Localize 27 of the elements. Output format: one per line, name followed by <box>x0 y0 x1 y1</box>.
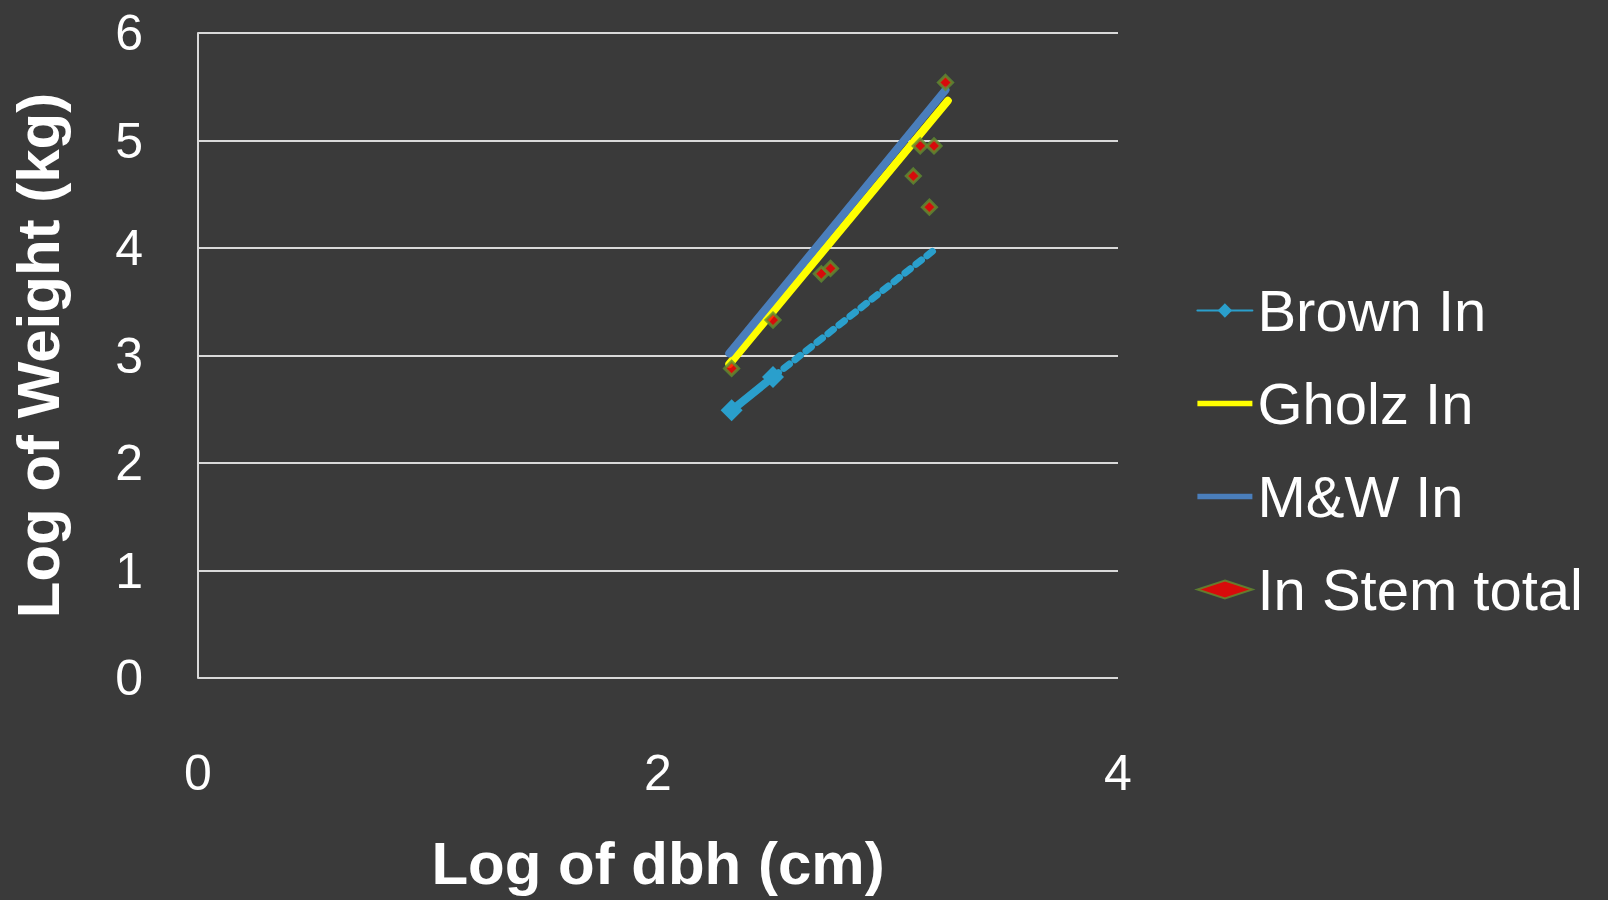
point <box>764 311 782 329</box>
point <box>937 73 954 91</box>
y-tick-label: 6 <box>115 5 143 61</box>
y-tick-label: 1 <box>115 542 143 599</box>
point <box>911 137 929 155</box>
x-tick-label: 4 <box>1104 745 1132 801</box>
y-tick-label: 0 <box>115 650 143 706</box>
point <box>723 359 741 377</box>
y-tick-label: 4 <box>115 220 143 276</box>
point <box>904 167 922 185</box>
point <box>822 259 839 277</box>
y-axis-title: Log of Weight (kg) <box>4 92 72 619</box>
legend-label: M&W In <box>1257 464 1464 529</box>
x-tick-label: 0 <box>184 745 212 801</box>
legend-label: Gholz In <box>1257 371 1474 436</box>
legend-label: In Stem total <box>1257 557 1584 622</box>
point <box>720 399 743 422</box>
y-tick-label: 2 <box>115 435 143 491</box>
point <box>762 366 784 388</box>
y-tick-label: 5 <box>115 112 143 169</box>
point <box>920 198 938 216</box>
legend-label: Brown In <box>1257 278 1487 343</box>
x-tick-label: 2 <box>644 745 672 801</box>
x-axis-title: Log of dbh (cm) <box>431 829 885 897</box>
point <box>925 137 943 155</box>
y-tick-label: 3 <box>115 327 143 384</box>
point <box>812 265 830 283</box>
